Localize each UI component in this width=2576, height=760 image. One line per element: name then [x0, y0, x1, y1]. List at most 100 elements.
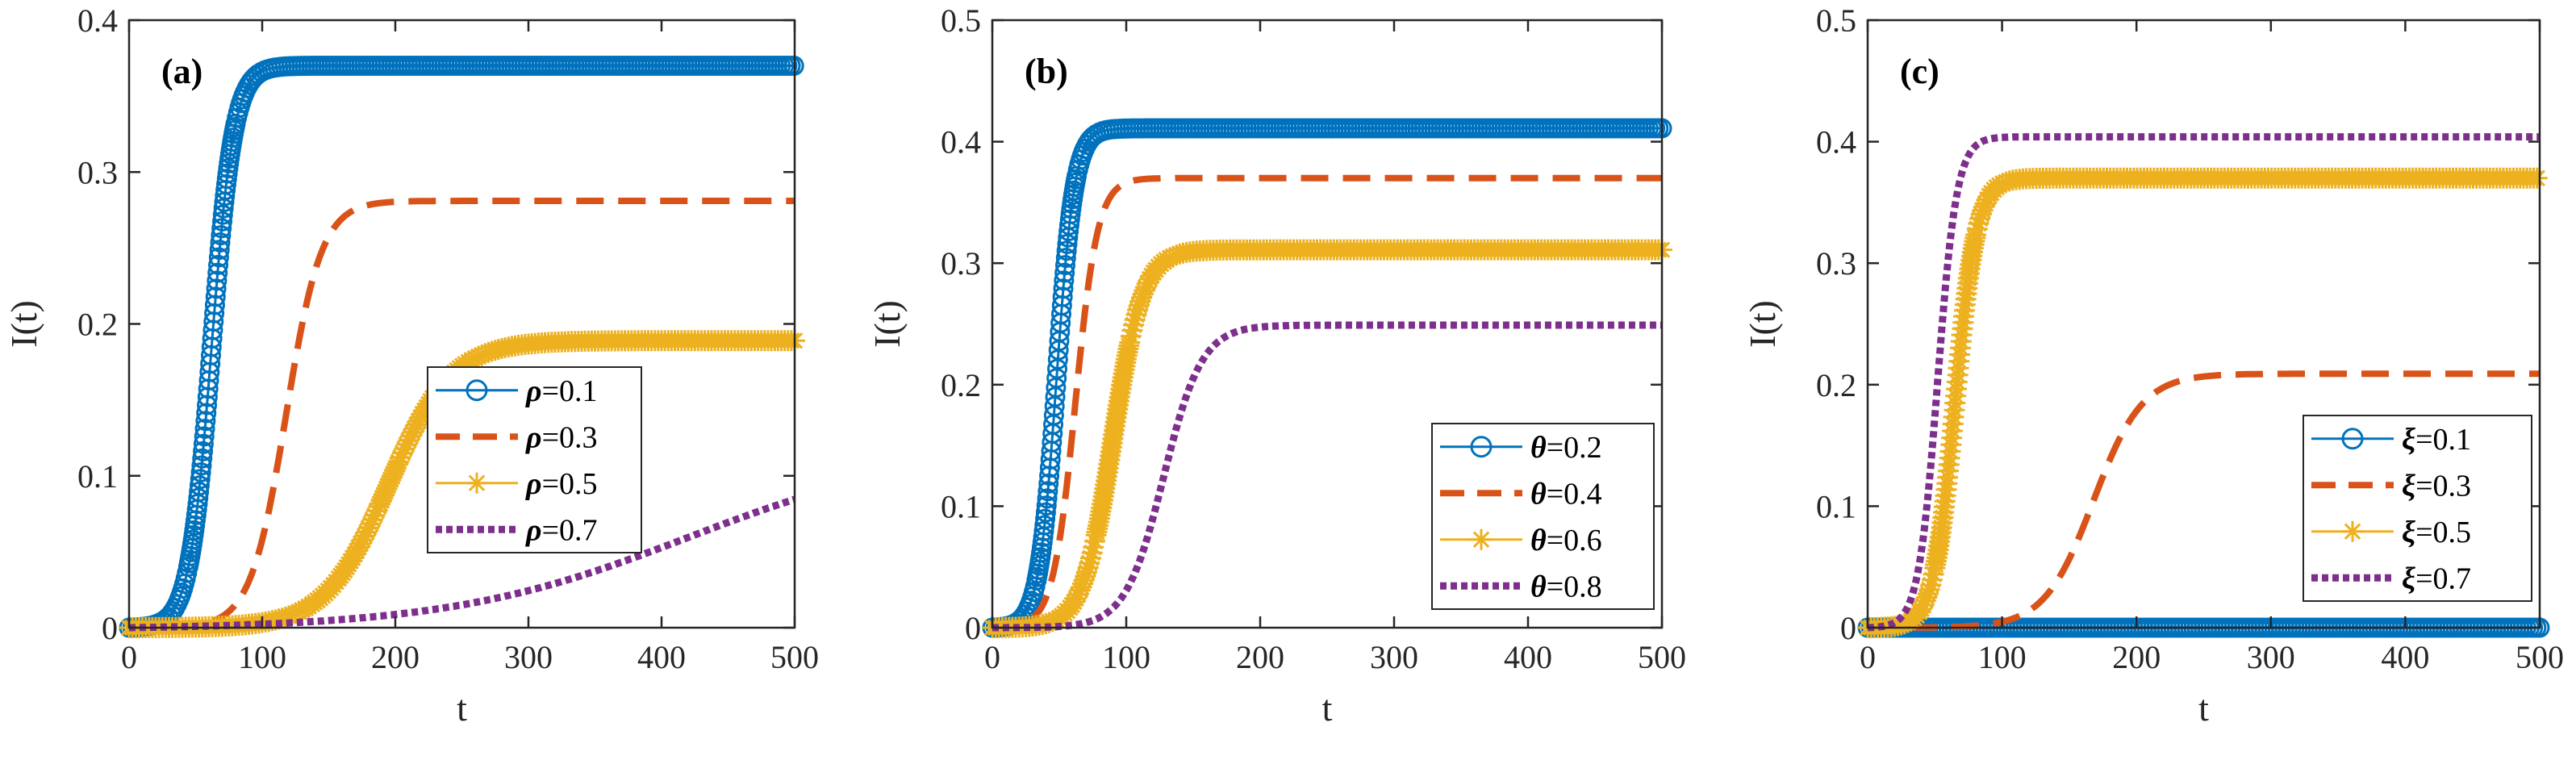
legend-circle-marker — [466, 379, 488, 402]
star-marker — [1135, 277, 1157, 299]
star-marker — [1914, 590, 1936, 612]
star-marker — [1076, 562, 1097, 583]
circle-marker — [1054, 262, 1075, 283]
y-tick-label: 0.5 — [1816, 2, 1856, 39]
y-tick-label: 0.4 — [77, 2, 118, 39]
star-marker — [1159, 247, 1180, 269]
panel-label: (a) — [161, 52, 202, 91]
star-marker — [1972, 199, 1994, 221]
star-marker — [1916, 587, 1938, 608]
star-marker — [1923, 563, 1944, 585]
y-tick-label: 0 — [1840, 610, 1856, 646]
panel-label: (c) — [1900, 52, 1939, 91]
legend-value: =0.1 — [542, 374, 598, 408]
circle-marker — [1054, 255, 1075, 276]
series-dashed — [1868, 370, 2540, 631]
x-tick-label: 500 — [1638, 639, 1686, 675]
star-marker — [1893, 613, 1915, 635]
star-marker — [394, 438, 415, 460]
star-marker — [358, 517, 379, 539]
circle-marker — [1055, 248, 1076, 269]
star-marker — [1042, 611, 1063, 633]
star-marker — [1968, 213, 1989, 234]
series-dashed — [992, 174, 1662, 631]
circle-marker — [1053, 278, 1074, 299]
star-marker — [364, 504, 386, 526]
legend-symbol: ρ — [525, 467, 542, 501]
legend-value: =0.4 — [1547, 477, 1602, 511]
legend-label: θ=0.8 — [1530, 570, 1602, 603]
star-marker — [1069, 579, 1091, 601]
star-marker — [1071, 576, 1092, 598]
star-marker — [1965, 224, 1987, 245]
circle-marker — [191, 455, 212, 476]
x-tick-label: 300 — [504, 639, 553, 675]
star-marker — [388, 451, 410, 473]
circle-marker — [1052, 286, 1073, 307]
star-marker — [1163, 245, 1184, 267]
series-line — [1867, 133, 2540, 632]
legend-label: ξ=0.3 — [2402, 469, 2471, 503]
x-axis-label: t — [457, 687, 467, 729]
chart-panel-2: 0 100 200 300 400 500 0 0.1 0.2 0.3 0.4 0.5 t I(t) (b)… — [866, 2, 1686, 729]
y-tick-label: 0.1 — [77, 458, 118, 495]
legend-label: θ=0.6 — [1530, 524, 1602, 557]
star-marker — [1970, 203, 1992, 225]
star-marker — [1038, 612, 1060, 633]
star-marker — [1121, 319, 1143, 341]
legend-symbol: ρ — [525, 420, 542, 454]
circle-marker — [1034, 515, 1055, 536]
legend-symbol: θ — [1530, 477, 1547, 511]
legend-value: =0.7 — [542, 513, 598, 547]
star-marker — [474, 343, 496, 365]
x-axis-label: t — [1322, 687, 1333, 729]
star-marker — [1127, 299, 1149, 321]
legend-box — [427, 366, 642, 553]
star-marker — [2526, 167, 2548, 189]
star-marker — [1128, 294, 1150, 316]
x-tick-label: 200 — [371, 639, 420, 675]
star-marker — [1969, 208, 1991, 229]
circle-marker — [189, 482, 210, 503]
legend-box — [1431, 423, 1655, 610]
legend-item: ρ=0.3 — [436, 420, 598, 454]
circle-marker — [1033, 520, 1054, 541]
legend-label: θ=0.4 — [1530, 477, 1602, 511]
y-axis-label: I(t) — [3, 300, 44, 348]
legend-item: θ=0.6 — [1440, 524, 1602, 557]
legend-label: ρ=0.7 — [525, 513, 598, 547]
series-layer — [982, 118, 1672, 638]
star-marker — [1081, 542, 1103, 564]
legend-value: =0.6 — [1547, 524, 1602, 557]
star-marker — [390, 446, 411, 468]
circle-marker — [1035, 508, 1056, 529]
circle-marker — [1036, 495, 1057, 516]
x-tick-label: 200 — [2112, 639, 2161, 675]
series-star — [1857, 167, 2548, 638]
legend-label: ξ=0.1 — [2402, 423, 2471, 457]
x-tick-label: 500 — [2515, 639, 2564, 675]
circle-marker — [211, 218, 232, 239]
chart-panel-3: 0 100 200 300 400 500 0 0.1 0.2 0.3 0.4 0.5 t I(t) (c)… — [1742, 2, 2564, 729]
circle-marker — [207, 262, 228, 283]
series-dotted — [129, 495, 796, 632]
legend-circle-marker — [2341, 428, 2364, 450]
legend-value: =0.5 — [542, 467, 598, 501]
star-marker — [1077, 557, 1099, 578]
star-marker — [1922, 569, 1943, 591]
legend-symbol: θ — [1530, 570, 1547, 603]
circle-marker — [192, 448, 213, 469]
x-tick-label: 300 — [2247, 639, 2295, 675]
circle-marker — [197, 395, 218, 415]
legend-item: ξ=0.7 — [2311, 562, 2471, 595]
legend-symbol: ρ — [525, 374, 542, 408]
y-tick-label: 0.3 — [1816, 245, 1856, 282]
circle-marker — [212, 204, 233, 225]
legend-box — [2303, 415, 2532, 602]
y-tick-label: 0.3 — [941, 245, 981, 282]
circle-marker — [1037, 481, 1058, 502]
star-marker — [1119, 332, 1141, 353]
legend-value: =0.5 — [2415, 516, 2471, 549]
circle-marker — [211, 225, 232, 246]
circle-marker — [205, 286, 226, 307]
